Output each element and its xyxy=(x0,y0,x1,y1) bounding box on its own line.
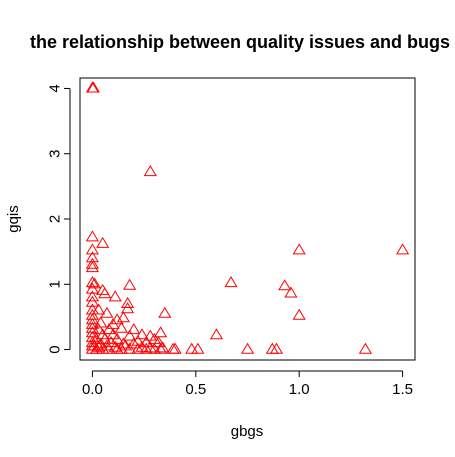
data-point xyxy=(110,313,124,325)
data-point xyxy=(131,342,145,354)
y-tick-label: 3 xyxy=(47,150,64,158)
data-point xyxy=(191,342,205,354)
data-point xyxy=(92,303,106,315)
data-point xyxy=(96,328,110,340)
data-point xyxy=(85,230,99,242)
x-tick-label: 1.0 xyxy=(289,381,310,398)
data-points xyxy=(85,81,410,354)
data-point xyxy=(127,323,141,335)
data-point xyxy=(116,311,130,323)
x-tick-label: 1.5 xyxy=(392,381,413,398)
data-point xyxy=(102,342,116,354)
data-point xyxy=(85,317,99,329)
data-point xyxy=(156,341,170,353)
data-point xyxy=(114,342,128,354)
data-point xyxy=(278,279,292,291)
data-point xyxy=(92,323,106,335)
data-point xyxy=(106,328,120,340)
data-point xyxy=(127,337,141,349)
data-point xyxy=(185,342,199,354)
data-point xyxy=(139,336,153,348)
data-point xyxy=(121,296,135,308)
plot-frame xyxy=(79,77,416,361)
data-point xyxy=(396,243,410,255)
data-point xyxy=(108,340,122,352)
data-point xyxy=(123,329,137,341)
data-point xyxy=(98,287,112,299)
data-point xyxy=(224,276,238,288)
data-point xyxy=(292,243,306,255)
data-point xyxy=(292,308,306,320)
data-point xyxy=(123,342,137,354)
data-point xyxy=(85,282,99,294)
x-axis: 0.0 0.5 1.0 1.5 xyxy=(82,370,413,398)
data-point xyxy=(96,342,110,354)
data-point xyxy=(108,290,122,302)
data-point xyxy=(85,295,99,307)
data-point xyxy=(139,342,153,354)
data-point xyxy=(265,342,279,354)
data-point xyxy=(85,243,99,255)
data-point xyxy=(85,290,99,302)
data-point xyxy=(358,342,372,354)
data-point xyxy=(100,306,114,318)
y-axis-label: gqis xyxy=(5,205,22,233)
data-point xyxy=(143,165,157,177)
data-point xyxy=(123,278,137,290)
data-point xyxy=(114,321,128,333)
data-point xyxy=(240,342,255,354)
data-point xyxy=(85,261,99,273)
x-tick-label: 0.5 xyxy=(185,381,206,398)
data-point xyxy=(154,342,168,354)
y-tick-label: 0 xyxy=(47,345,64,353)
data-point xyxy=(168,342,182,354)
data-point xyxy=(121,302,135,314)
data-point xyxy=(96,236,110,248)
x-axis-label: gbgs xyxy=(231,423,264,440)
data-point xyxy=(143,341,157,353)
y-tick-label: 4 xyxy=(47,84,64,92)
data-point xyxy=(166,342,180,354)
data-point xyxy=(86,81,100,93)
x-tick-label: 0.0 xyxy=(82,381,103,398)
data-point xyxy=(102,323,116,335)
y-tick-label: 1 xyxy=(47,280,64,288)
data-point xyxy=(284,286,298,298)
data-point xyxy=(85,313,99,325)
data-point xyxy=(85,257,99,269)
y-axis: 0 1 2 3 4 xyxy=(47,84,71,354)
data-point xyxy=(158,306,172,318)
data-point xyxy=(154,326,168,338)
chart-title: the relationship between quality issues … xyxy=(30,32,450,52)
y-tick-label: 2 xyxy=(47,215,64,223)
data-point xyxy=(135,328,149,340)
data-point xyxy=(269,342,284,354)
data-point xyxy=(209,328,224,340)
data-point xyxy=(85,276,99,288)
